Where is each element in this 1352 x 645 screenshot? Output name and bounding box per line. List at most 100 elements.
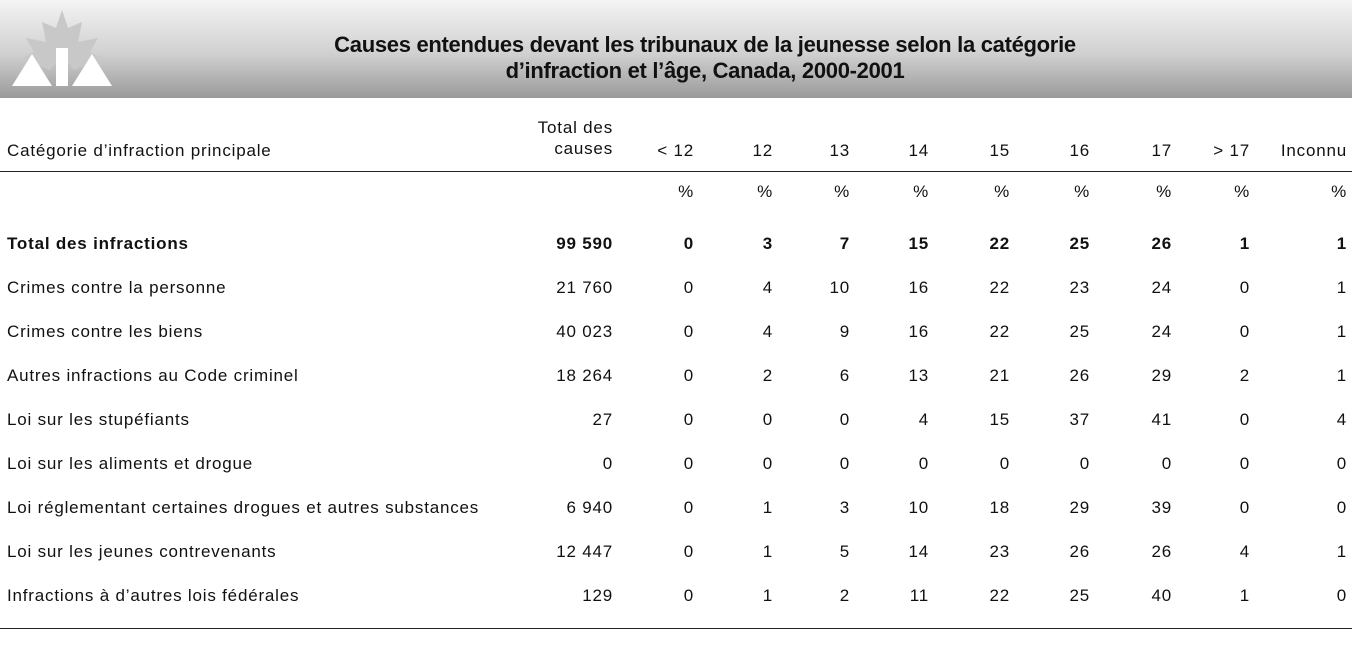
table-cell: 13	[908, 366, 929, 385]
table-cell: 23	[1069, 278, 1090, 297]
table-cell: 23	[989, 542, 1010, 561]
table-cell: Loi réglementant certaines drogues et au…	[7, 498, 480, 517]
table-cell: 4	[1239, 542, 1250, 561]
header-band	[0, 0, 1352, 98]
table-cell: 26	[1151, 542, 1172, 561]
table-cell: 0	[1239, 454, 1250, 473]
table-cell: 14	[908, 542, 929, 561]
table-cell: 21 760	[556, 278, 613, 297]
table-cell: 15	[989, 141, 1010, 160]
table-cell: 40	[1151, 586, 1172, 605]
table-cell: 0	[683, 366, 694, 385]
logo	[12, 10, 112, 86]
table-cell: 10	[908, 498, 929, 517]
table-cell: 0	[683, 542, 694, 561]
table-cell: 0	[683, 586, 694, 605]
table-cell: 39	[1151, 498, 1172, 517]
table-cell: 9	[839, 322, 850, 341]
table-cell: 14	[908, 141, 929, 160]
table-cell: 11	[909, 586, 929, 605]
table-cell: 2	[1239, 366, 1250, 385]
table-cell: 17	[1151, 141, 1172, 160]
table-cell: 0	[1336, 454, 1347, 473]
table-cell: %	[834, 182, 850, 201]
table-cell: 0	[1239, 498, 1250, 517]
title-line: d’infraction et l’âge, Canada, 2000-2001	[505, 58, 905, 83]
table-cell: 3	[762, 234, 773, 253]
table-cell: 2	[762, 366, 773, 385]
table-cell: 0	[1239, 410, 1250, 429]
table-cell: 1	[1336, 234, 1347, 253]
table-cell: 0	[683, 322, 694, 341]
table-cell: 4	[762, 278, 773, 297]
table-cell: 0	[1336, 498, 1347, 517]
table-cell: 0	[683, 278, 694, 297]
table-cell: 29	[1151, 366, 1172, 385]
table-cell: Total des infractions	[7, 234, 189, 253]
table-cell: 1	[1239, 586, 1250, 605]
table-cell: 2	[839, 586, 850, 605]
table-cell: Crimes contre la personne	[7, 278, 227, 297]
table-cell: 16	[1069, 141, 1090, 160]
table-cell: %	[1331, 182, 1347, 201]
table-cell: Autres infractions au Code criminel	[7, 366, 299, 385]
table-cell: 0	[999, 454, 1010, 473]
table-cell: 0	[1239, 278, 1250, 297]
title-line: Causes entendues devant les tribunaux de…	[334, 32, 1076, 57]
table-cell: 0	[1336, 586, 1347, 605]
table-cell: %	[994, 182, 1010, 201]
table-cell: 4	[762, 322, 773, 341]
table-cell: causes	[554, 139, 613, 158]
table-cell: 40 023	[556, 322, 613, 341]
table-cell: 0	[1239, 322, 1250, 341]
table-cell: 0	[683, 234, 694, 253]
table-cell: 21	[989, 366, 1010, 385]
table-cell: 0	[762, 454, 773, 473]
table-cell: 25	[1069, 322, 1090, 341]
table-cell: 26	[1151, 234, 1172, 253]
table-cell: 0	[683, 454, 694, 473]
table-cell: 1	[762, 498, 773, 517]
table-cell: 22	[989, 586, 1010, 605]
table-cell: 3	[839, 498, 850, 517]
table-cell: 7	[839, 234, 850, 253]
table-cell: 1	[1239, 234, 1250, 253]
table-cell: 6	[839, 366, 850, 385]
table-cell: 99 590	[556, 234, 613, 253]
table-cell: 15	[989, 410, 1010, 429]
table-cell: 22	[989, 278, 1010, 297]
table-cell: Catégorie d’infraction principale	[7, 141, 272, 160]
table-cell: %	[757, 182, 773, 201]
table-cell: Inconnu	[1280, 141, 1347, 160]
table-cell: 24	[1151, 322, 1172, 341]
table-cell: < 12	[657, 141, 694, 160]
table-cell: > 17	[1213, 141, 1250, 160]
table-cell: %	[913, 182, 929, 201]
table-cell: Infractions à d’autres lois fédérales	[7, 586, 300, 605]
bottom-rule	[0, 628, 1352, 629]
table-cell: 15	[908, 234, 929, 253]
table-cell: 29	[1069, 498, 1090, 517]
table-cell: 18	[989, 498, 1010, 517]
table-cell: 0	[839, 454, 850, 473]
table-cell: 10	[829, 278, 850, 297]
table-cell: 26	[1069, 542, 1090, 561]
table-cell: 0	[1079, 454, 1090, 473]
table-cell: 0	[602, 454, 613, 473]
table-cell: Total des	[537, 118, 613, 137]
table-cell: 12	[752, 141, 773, 160]
table-cell: 12 447	[556, 542, 613, 561]
table-cell: 4	[918, 410, 929, 429]
table-cell: 1	[762, 542, 773, 561]
table-cell: 41	[1151, 410, 1172, 429]
table-cell: 37	[1069, 410, 1090, 429]
table-cell: 0	[1161, 454, 1172, 473]
table-cell: 0	[762, 410, 773, 429]
table-cell: 0	[683, 498, 694, 517]
table-cell: 1	[1336, 322, 1347, 341]
table-cell: 129	[582, 586, 613, 605]
table-cell: %	[1234, 182, 1250, 201]
table-cell: %	[678, 182, 694, 201]
table-cell: 0	[839, 410, 850, 429]
